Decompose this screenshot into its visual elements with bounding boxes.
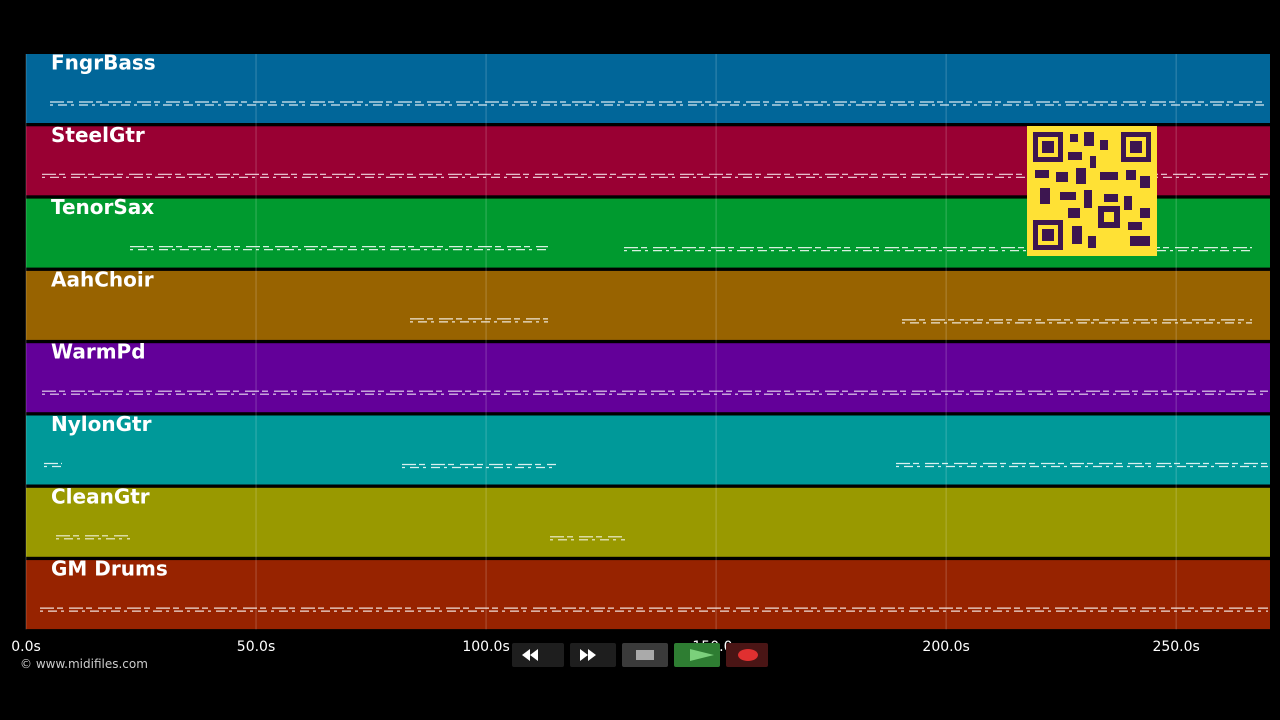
notes: [40, 101, 1268, 612]
track-lane: [26, 487, 1270, 557]
track-name: NylonGtr: [51, 412, 152, 436]
track-lane: [26, 415, 1270, 485]
tick-label: 0.0s: [11, 639, 41, 655]
rewind-button[interactable]: [512, 643, 564, 667]
record-button[interactable]: [726, 643, 768, 667]
tick-label: 250.0s: [1152, 639, 1199, 655]
track-labels: FngrBass SteelGtr TenorSax AahChoir WarmPd Ny…: [51, 51, 168, 581]
tick-label: 200.0s: [922, 639, 969, 655]
track-lane: [26, 54, 1270, 123]
grid: [25, 54, 1177, 630]
track-name: WarmPd: [51, 340, 146, 364]
track-lane: [26, 270, 1270, 340]
track-name: CleanGtr: [51, 484, 150, 508]
qr-code: [1027, 126, 1157, 256]
tick-label: 100.0s: [462, 639, 509, 655]
tick-label: 50.0s: [237, 639, 275, 655]
track-name: GM Drums: [51, 557, 168, 581]
track-lane: [26, 560, 1270, 630]
track-name: TenorSax: [51, 195, 154, 219]
track-lane: [26, 343, 1270, 413]
fast-forward-button[interactable]: [570, 643, 616, 667]
stop-button[interactable]: [622, 643, 668, 667]
track-name: AahChoir: [51, 267, 154, 291]
track-name: SteelGtr: [51, 123, 145, 147]
credit: © www.midifiles.com: [20, 657, 148, 671]
play-button[interactable]: [674, 643, 720, 667]
track-name: FngrBass: [51, 51, 156, 75]
transport: [512, 643, 768, 667]
